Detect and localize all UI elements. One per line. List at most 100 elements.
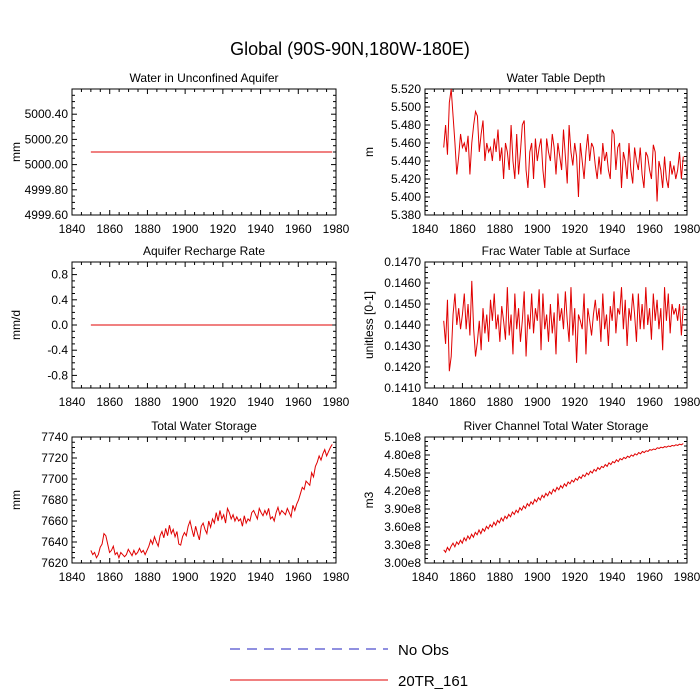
y-tick-label: 4999.80 xyxy=(25,183,69,197)
y-tick-label: 5000.20 xyxy=(25,132,69,146)
chart-title: Total Water Storage xyxy=(151,419,257,433)
chart-title: Water in Unconfined Aquifer xyxy=(130,71,279,85)
y-tick-label: 7660 xyxy=(41,514,68,528)
x-tick-label: 1840 xyxy=(59,570,86,584)
chart-river-channel-total-water-storage: River Channel Total Water Storage m3 1840 1… xyxy=(362,419,700,584)
x-tick-label: 1920 xyxy=(210,222,237,236)
legend: No Obs 20TR_161 xyxy=(230,642,468,690)
x-tick-label: 1840 xyxy=(412,570,439,584)
x-tick-label: 1920 xyxy=(210,570,237,584)
y-tick-label: 5.380 xyxy=(391,208,421,222)
y-tick-label: -0.8 xyxy=(47,368,68,382)
chart-aquifer-recharge-rate: Aquifer Recharge Rate mm/d 1840 1860 1880 190… xyxy=(9,244,350,409)
series-line-20tr-161 xyxy=(443,88,684,202)
y-tick-label: 5.480 xyxy=(391,118,421,132)
x-tick-label: 1960 xyxy=(285,222,312,236)
x-tick-label: 1880 xyxy=(487,395,514,409)
x-tick-label: 1860 xyxy=(449,395,476,409)
y-tick-label: 7700 xyxy=(41,472,68,486)
x-tick-label: 1860 xyxy=(96,222,123,236)
y-tick-label: 5.440 xyxy=(391,154,421,168)
y-axis-label: mm xyxy=(9,142,23,162)
y-tick-label: 3.30e8 xyxy=(384,538,421,552)
x-tick-label: 1940 xyxy=(247,222,274,236)
x-tick-label: 1860 xyxy=(96,570,123,584)
series-line-20tr-161 xyxy=(443,443,684,554)
y-tick-label: 0.0 xyxy=(51,318,68,332)
y-tick-label: 0.1440 xyxy=(384,318,421,332)
y-tick-label: 5.10e8 xyxy=(384,430,421,444)
x-tick-label: 1900 xyxy=(172,395,199,409)
y-tick-label: 3.90e8 xyxy=(384,502,421,516)
x-tick-label: 1880 xyxy=(487,570,514,584)
x-tick-label: 1920 xyxy=(561,222,588,236)
x-tick-label: 1880 xyxy=(134,222,161,236)
x-tick-label: 1900 xyxy=(524,395,551,409)
x-tick-label: 1860 xyxy=(96,395,123,409)
chart-title: Aquifer Recharge Rate xyxy=(143,244,265,258)
chart-water-in-unconfined-aquifer: Water in Unconfined Aquifer mm 1840 1860 188… xyxy=(9,71,350,236)
x-tick-label: 1960 xyxy=(636,222,663,236)
y-tick-label: 0.1470 xyxy=(384,255,421,269)
y-axis-label: unitless [0-1] xyxy=(362,291,376,359)
legend-label-20tr-161: 20TR_161 xyxy=(398,673,468,690)
y-tick-label: 7680 xyxy=(41,493,68,507)
y-tick-label: 0.1430 xyxy=(384,339,421,353)
x-tick-label: 1960 xyxy=(285,570,312,584)
y-axis-label: m3 xyxy=(362,491,376,508)
y-tick-label: 5.400 xyxy=(391,190,421,204)
y-tick-label: 5.420 xyxy=(391,172,421,186)
x-tick-label: 1900 xyxy=(172,570,199,584)
x-tick-label: 1900 xyxy=(524,222,551,236)
y-axis-label: mm/d xyxy=(9,310,23,340)
y-tick-label: -0.4 xyxy=(47,343,68,357)
y-tick-label: 0.8 xyxy=(51,268,68,282)
x-tick-label: 1880 xyxy=(134,570,161,584)
chart-frac-water-table-at-surface: Frac Water Table at Surface unitless [0-1… xyxy=(362,244,700,409)
chart-title: Water Table Depth xyxy=(507,71,606,85)
x-tick-label: 1960 xyxy=(636,395,663,409)
y-tick-label: 0.1420 xyxy=(384,360,421,374)
y-axis-label: m xyxy=(362,147,376,157)
y-tick-label: 0.1410 xyxy=(384,381,421,395)
x-tick-label: 1940 xyxy=(247,570,274,584)
x-tick-label: 1980 xyxy=(674,222,700,236)
chart-title: River Channel Total Water Storage xyxy=(464,419,649,433)
x-tick-label: 1980 xyxy=(323,395,350,409)
series-line-20tr-161 xyxy=(90,444,333,560)
y-tick-label: 5.460 xyxy=(391,136,421,150)
y-tick-label: 7640 xyxy=(41,535,68,549)
x-tick-label: 1980 xyxy=(674,395,700,409)
panels: Water in Unconfined Aquifer mm 1840 1860 188… xyxy=(9,71,700,584)
x-tick-label: 1960 xyxy=(636,570,663,584)
x-tick-label: 1920 xyxy=(561,570,588,584)
y-tick-label: 0.4 xyxy=(51,293,68,307)
x-tick-label: 1840 xyxy=(59,395,86,409)
y-tick-label: 7740 xyxy=(41,430,68,444)
chart-water-table-depth: Water Table Depth m 1840 1860 1880 1900 1920 19… xyxy=(362,71,700,236)
x-tick-label: 1860 xyxy=(449,570,476,584)
y-tick-label: 5.520 xyxy=(391,82,421,96)
x-tick-label: 1840 xyxy=(412,222,439,236)
y-tick-label: 5000.00 xyxy=(25,158,69,172)
x-tick-label: 1980 xyxy=(323,222,350,236)
y-tick-label: 4.80e8 xyxy=(384,448,421,462)
y-tick-label: 4.50e8 xyxy=(384,466,421,480)
x-tick-label: 1920 xyxy=(210,395,237,409)
x-tick-label: 1980 xyxy=(674,570,700,584)
x-tick-label: 1960 xyxy=(285,395,312,409)
x-tick-label: 1940 xyxy=(599,570,626,584)
x-tick-label: 1880 xyxy=(487,222,514,236)
y-tick-label: 0.1450 xyxy=(384,297,421,311)
x-tick-label: 1920 xyxy=(561,395,588,409)
x-tick-label: 1840 xyxy=(412,395,439,409)
x-tick-label: 1940 xyxy=(599,222,626,236)
y-tick-label: 4.20e8 xyxy=(384,484,421,498)
x-tick-label: 1980 xyxy=(323,570,350,584)
y-tick-label: 3.00e8 xyxy=(384,556,421,570)
y-tick-label: 3.60e8 xyxy=(384,520,421,534)
x-tick-label: 1900 xyxy=(524,570,551,584)
y-tick-label: 7620 xyxy=(41,556,68,570)
